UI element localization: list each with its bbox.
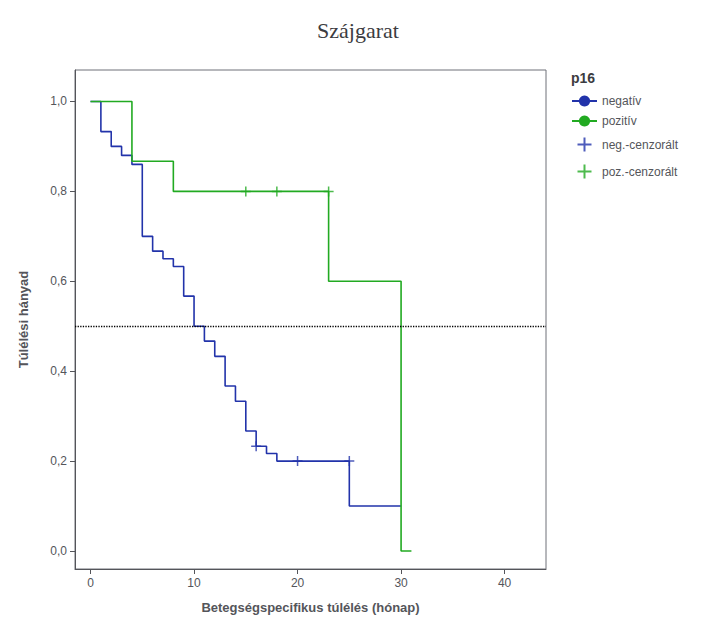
svg-text:0,2: 0,2 [50,454,67,468]
svg-text:30: 30 [394,576,408,590]
svg-text:40: 40 [498,576,512,590]
svg-text:0,4: 0,4 [50,364,67,378]
svg-text:Szájgarat: Szájgarat [317,18,399,43]
svg-text:0,0: 0,0 [50,544,67,558]
svg-text:0,6: 0,6 [50,274,67,288]
svg-text:1,0: 1,0 [50,94,67,108]
svg-text:neg.-cenzorált: neg.-cenzorált [602,138,679,152]
svg-text:pozitív: pozitív [602,114,637,128]
svg-text:0,8: 0,8 [50,184,67,198]
svg-text:Túlélési hányad: Túlélési hányad [16,271,31,369]
svg-text:poz.-cenzorált: poz.-cenzorált [602,165,678,179]
svg-text:negatív: negatív [602,94,641,108]
svg-text:p16: p16 [571,70,595,86]
svg-text:Betegségspecifikus túlélés (hó: Betegségspecifikus túlélés (hónap) [201,600,419,615]
svg-text:20: 20 [291,576,305,590]
svg-text:10: 10 [187,576,201,590]
svg-text:0: 0 [87,576,94,590]
